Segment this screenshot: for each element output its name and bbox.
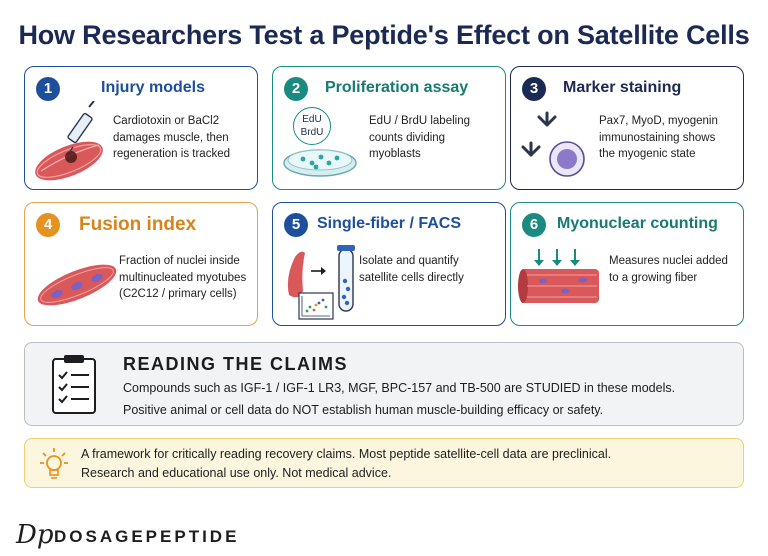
- page-title: How Researchers Test a Peptide's Effect …: [18, 20, 750, 50]
- claims-line-2: Positive animal or cell data do NOT esta…: [123, 403, 604, 417]
- card-marker-staining: 3 Marker staining Pax7, MyoD, myogenin im…: [510, 66, 744, 190]
- card-fusion-index: 4 Fusion index Fraction of nuclei inside…: [24, 202, 258, 326]
- fiber-arrows-illustration: [518, 249, 599, 303]
- clipboard-checklist-icon: [52, 355, 96, 414]
- step-number: 3: [522, 77, 546, 101]
- step-number: 5: [284, 213, 308, 237]
- card-single-fiber-facs: 5 Single-fiber / FACS Isolate and quanti…: [272, 202, 506, 326]
- claims-line-1: Compounds such as IGF-1 / IGF-1 LR3, MGF…: [123, 381, 676, 395]
- reading-the-claims-box: READING THE CLAIMS Compounds such as IGF…: [24, 342, 744, 426]
- step-number: 2: [284, 77, 308, 101]
- brand-name: DOSAGEPEPTIDE: [54, 527, 240, 546]
- brand-mark: Dp: [16, 520, 54, 550]
- disclaimer-note: A framework for critically reading recov…: [24, 438, 744, 488]
- note-line-2: Research and educational use only. Not m…: [81, 466, 392, 480]
- step-number: 1: [36, 77, 60, 101]
- note-line-1: A framework for critically reading recov…: [81, 447, 612, 461]
- card-title: Proliferation assay: [325, 79, 469, 96]
- petri-dish-illustration: [283, 149, 357, 177]
- card-title: Myonuclear counting: [557, 215, 718, 232]
- fiber-tube-facs-illustration: [287, 245, 355, 320]
- card-description: Pax7, MyoD, myogenin immunostaining shows…: [599, 115, 718, 160]
- card-description: Isolate and quantify satellite cells dire…: [359, 255, 464, 284]
- card-title: Injury models: [101, 79, 206, 96]
- lightbulb-icon: [40, 448, 68, 479]
- card-title: Fusion index: [79, 214, 197, 235]
- claims-heading: READING THE CLAIMS: [123, 354, 348, 374]
- card-description: Cardiotoxin or BaCl2 damages muscle, then…: [113, 115, 230, 160]
- card-injury-models: 1 Injury models Cardiotoxin or BaCl2 dama…: [24, 66, 258, 190]
- card-title: Single-fiber / FACS: [317, 215, 462, 232]
- myotube-illustration: [37, 264, 117, 306]
- card-proliferation-assay: 2 Proliferation assay EdU BrdU EdU / BrdU…: [272, 66, 506, 190]
- edu-brdu-tag: EdU BrdU: [293, 107, 331, 145]
- card-title: Marker staining: [563, 79, 682, 96]
- step-number: 6: [522, 213, 546, 237]
- step-number: 4: [36, 213, 60, 237]
- card-description: Fraction of nuclei inside multinucleated …: [119, 255, 247, 300]
- syringe-muscle-illustration: [35, 101, 103, 181]
- card-myonuclear-counting: 6 Myonuclear counting Measures nuclei ad…: [510, 202, 744, 326]
- card-description: EdU / BrdU labeling counts dividing myobla…: [369, 115, 470, 160]
- antibody-cell-illustration: [521, 111, 585, 177]
- card-description: Measures nuclei added to a growing fiber: [609, 255, 728, 284]
